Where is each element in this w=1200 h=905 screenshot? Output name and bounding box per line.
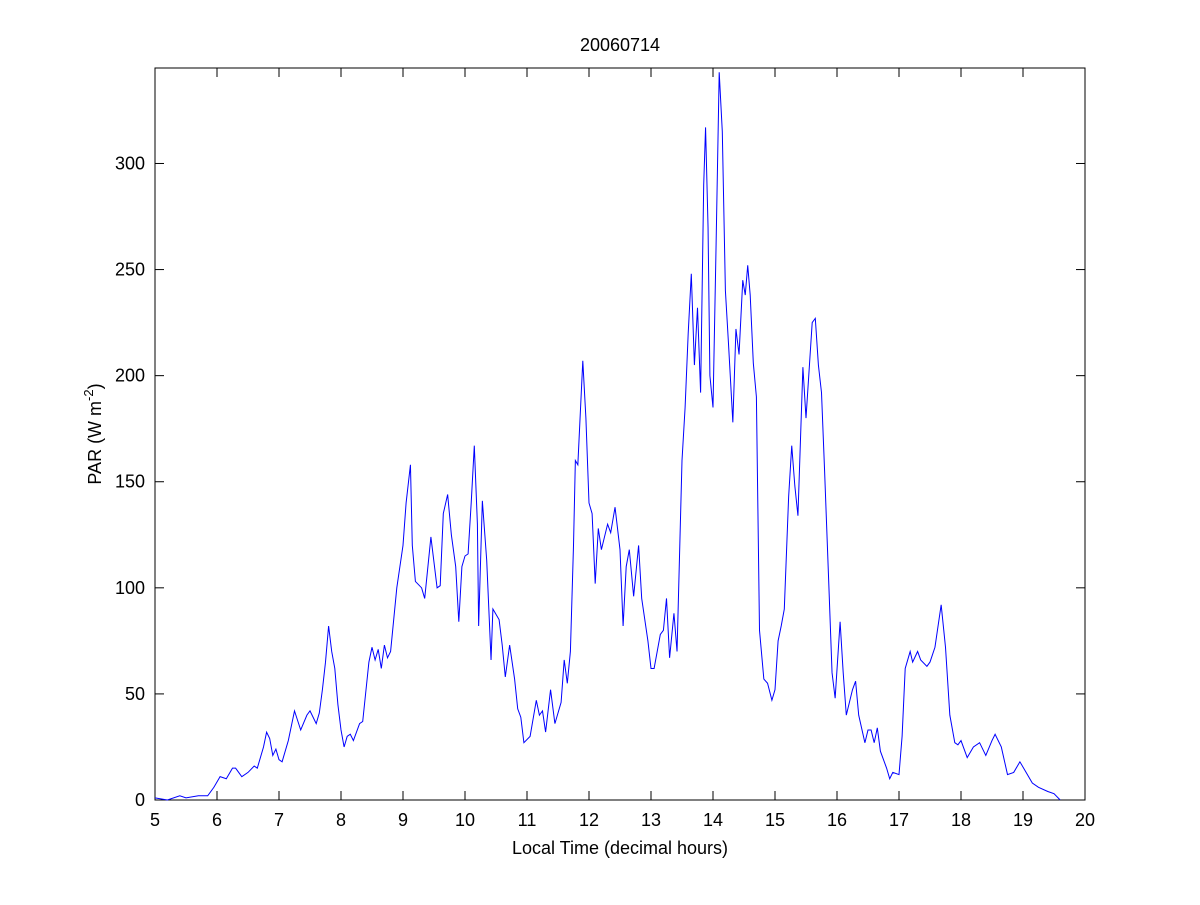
- x-tick-label: 5: [150, 810, 160, 830]
- y-label-sup: -2: [81, 389, 96, 401]
- x-tick-label: 20: [1075, 810, 1095, 830]
- x-axis-label: Local Time (decimal hours): [512, 838, 728, 858]
- data-line: [154, 72, 1061, 801]
- x-tick-label: 10: [455, 810, 475, 830]
- x-tick-label: 18: [951, 810, 971, 830]
- x-tick-label: 6: [212, 810, 222, 830]
- y-tick-label: 250: [115, 260, 145, 280]
- x-tick-label: 9: [398, 810, 408, 830]
- y-tick-label: 300: [115, 153, 145, 173]
- x-tick-label: 13: [641, 810, 661, 830]
- x-tick-label: 14: [703, 810, 723, 830]
- y-label-end: ): [85, 383, 105, 389]
- x-tick-label: 7: [274, 810, 284, 830]
- y-tick-label: 100: [115, 578, 145, 598]
- x-tick-label: 19: [1013, 810, 1033, 830]
- y-tick-label: 0: [135, 790, 145, 810]
- y-axis-label: PAR (W m-2): [81, 383, 105, 484]
- x-tick-label: 12: [579, 810, 599, 830]
- y-label-main: PAR (W m: [85, 401, 105, 485]
- x-tick-label: 17: [889, 810, 909, 830]
- x-tick-label: 11: [518, 810, 537, 830]
- x-tick-label: 16: [827, 810, 847, 830]
- y-tick-label: 50: [125, 684, 145, 704]
- chart-title: 20060714: [580, 35, 660, 55]
- x-tick-label: 8: [336, 810, 346, 830]
- y-tick-label: 150: [115, 472, 145, 492]
- x-tick-label: 15: [765, 810, 785, 830]
- plot-frame: [154, 67, 1086, 801]
- y-tick-label: 200: [115, 366, 145, 386]
